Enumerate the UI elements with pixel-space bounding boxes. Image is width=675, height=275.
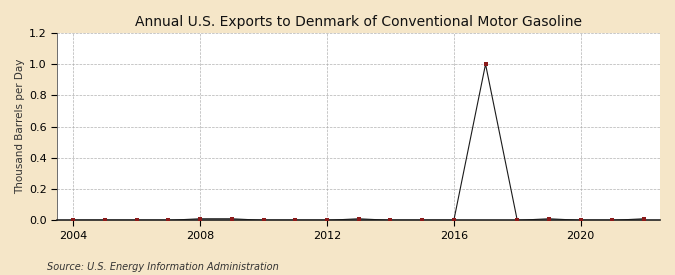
Text: Source: U.S. Energy Information Administration: Source: U.S. Energy Information Administ…	[47, 262, 279, 272]
Title: Annual U.S. Exports to Denmark of Conventional Motor Gasoline: Annual U.S. Exports to Denmark of Conven…	[135, 15, 582, 29]
Y-axis label: Thousand Barrels per Day: Thousand Barrels per Day	[15, 59, 25, 194]
